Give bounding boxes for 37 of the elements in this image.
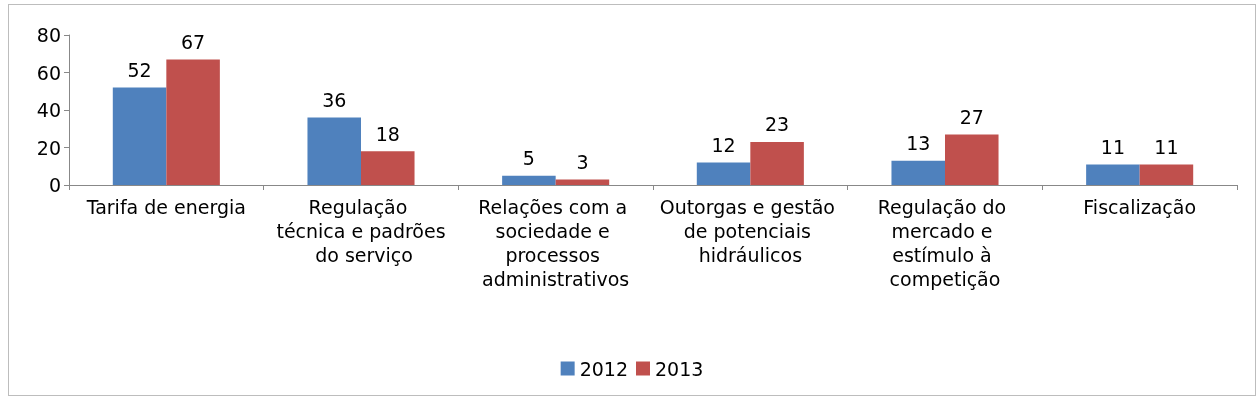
x-tick-label: Outorgas e gestão de potenciais hidráulicos [659,196,841,266]
data-label: 12 [711,134,736,156]
bar [112,87,167,185]
bar [750,141,804,185]
bar [1139,164,1194,185]
data-label: 23 [765,113,790,136]
x-tick-label: Relações com a sociedade e processos administrativos [478,196,634,290]
data-label: 11 [1100,135,1125,158]
y-tick-label: 80 [36,24,61,46]
data-label: 11 [1154,135,1179,158]
x-tick-label: Regulação do mercado e estímulo à competição [877,196,1013,290]
data-label: 36 [322,89,347,111]
bar [555,179,610,185]
bar [502,175,556,185]
x-tick-label: Regulação técnica e padrões do serviço [276,196,446,266]
y-tick-label: 40 [36,99,61,121]
bar [166,59,220,185]
x-tick-label: Tarifa de energia [85,196,246,218]
legend-label: 2012 [579,357,629,380]
bar [945,134,999,185]
data-label: 5 [522,147,535,170]
bar [1086,164,1140,185]
data-label: 13 [906,132,931,155]
bar [696,162,751,185]
data-label: 67 [181,30,206,53]
data-label: 18 [375,122,400,145]
y-tick-label: 0 [48,174,61,196]
data-label: 27 [959,105,984,128]
legend-label: 2013 [655,357,704,380]
data-label: 3 [576,150,589,173]
bar [361,151,415,185]
data-label: 52 [127,59,152,81]
y-tick-label: 20 [36,136,61,159]
y-tick-label: 60 [36,61,61,84]
bar [891,160,945,185]
x-tick-label: Fiscalização [1083,196,1197,218]
bar [307,117,361,185]
